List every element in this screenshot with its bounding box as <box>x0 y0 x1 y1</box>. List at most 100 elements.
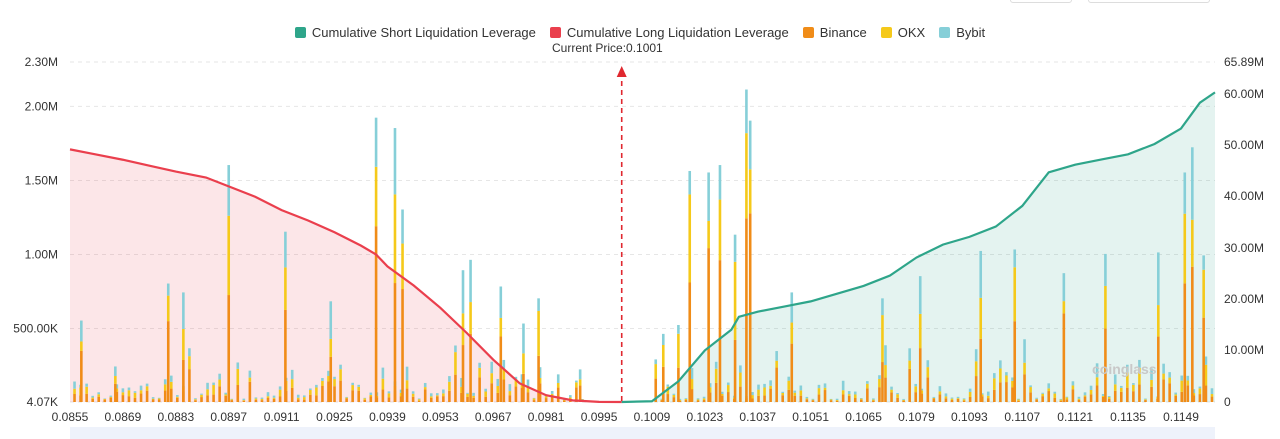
liquidation-bar-binance <box>1107 398 1111 402</box>
liquidation-bar-bybit <box>790 292 794 323</box>
liquidation-bar-bybit <box>1186 375 1190 381</box>
y-left-tick-label: 1.00M <box>25 248 58 262</box>
liquidation-bar-okx <box>823 387 827 391</box>
liquidation-bar-okx <box>979 297 983 339</box>
liquidation-bar-okx <box>454 352 457 375</box>
liquidation-bar-okx <box>1174 394 1177 396</box>
liquidation-bar-okx <box>85 386 88 394</box>
liquidation-bar-bybit <box>218 373 221 380</box>
liquidation-bar-okx <box>339 369 342 381</box>
liquidation-bar-binance <box>781 395 784 402</box>
liquidation-bar-binance <box>218 386 221 402</box>
liquidation-bar-okx <box>227 215 231 296</box>
liquidation-bar-okx <box>835 400 839 401</box>
liquidation-bar-okx <box>266 396 270 398</box>
liquidation-bar-binance <box>200 397 203 402</box>
liquidation-bar-bybit <box>678 398 682 400</box>
liquidation-bar-binance <box>466 396 469 402</box>
liquidation-bar-okx <box>841 390 845 395</box>
liquidation-bar-okx <box>315 387 318 396</box>
legend-item-long[interactable]: Cumulative Long Liquidation Leverage <box>549 22 789 42</box>
liquidation-bar-okx <box>363 398 367 400</box>
liquidation-bar-okx <box>91 397 94 399</box>
liquidation-bar-okx <box>442 393 445 397</box>
liquidation-bar-binance <box>859 399 863 402</box>
liquidation-bar-binance <box>920 393 924 402</box>
liquidation-bar-binance <box>720 395 724 402</box>
liquidation-bar-okx <box>956 398 960 399</box>
liquidation-bar-binance <box>950 399 954 402</box>
x-tick-label: 0.1037 <box>739 410 776 424</box>
liquidation-bar-binance <box>454 374 457 402</box>
liquidation-bar-binance <box>878 387 881 402</box>
liquidation-bar-bybit <box>835 398 839 401</box>
liquidation-bar-binance <box>423 389 427 402</box>
x-axis-scroll-track[interactable] <box>70 427 1215 439</box>
liquidation-bar-binance <box>677 367 680 402</box>
liquidation-bar-bybit <box>188 348 191 357</box>
liquidation-bar-okx <box>986 395 990 399</box>
liquidation-bar-binance <box>986 398 990 402</box>
liquidation-bar-binance <box>853 398 857 402</box>
liquidation-bar-binance <box>1053 397 1057 402</box>
liquidation-bar-okx <box>1191 219 1194 267</box>
liquidation-bar-bybit <box>853 391 857 395</box>
liquidation-bar-bybit <box>1104 253 1107 286</box>
liquidation-bar-okx <box>751 395 754 399</box>
liquidation-bar-binance <box>1065 399 1069 402</box>
x-tick-label: 0.1121 <box>1057 410 1093 424</box>
liquidation-bar-binance <box>166 321 170 402</box>
liquidation-bar-bybit <box>200 393 203 395</box>
liquidation-bar-bybit <box>733 234 737 262</box>
liquidation-bar-bybit <box>514 376 518 380</box>
liquidation-bar-okx <box>578 379 582 386</box>
liquidation-bar-okx <box>176 396 179 398</box>
liquidation-bar-bybit <box>1183 172 1187 214</box>
liquidation-bar-bybit <box>1138 359 1141 368</box>
liquidation-bar-binance <box>429 397 433 402</box>
legend-item-okx[interactable]: OKX <box>880 22 925 42</box>
liquidation-bar-binance <box>866 388 869 402</box>
x-tick-label: 0.1079 <box>898 410 935 424</box>
legend-item-bybit[interactable]: Bybit <box>939 22 985 42</box>
liquidation-bar-okx <box>1183 213 1187 284</box>
liquidation-bar-binance <box>751 398 754 402</box>
liquidation-bar-okx <box>478 367 481 378</box>
liquidation-bar-bybit <box>272 395 276 398</box>
liquidation-bar-bybit <box>1113 374 1117 385</box>
liquidation-bar-okx <box>1077 398 1081 400</box>
top-control-left[interactable] <box>1010 0 1072 3</box>
liquidation-bar-binance <box>1150 386 1153 402</box>
liquidation-bar-bybit <box>496 378 500 387</box>
liquidation-bar-binance <box>932 398 936 402</box>
liquidation-bar-okx <box>374 166 378 227</box>
liquidation-bar-bybit <box>1107 396 1111 398</box>
liquidation-bar-binance <box>278 396 282 402</box>
liquidation-bar-binance <box>374 226 378 402</box>
liquidation-bar-okx <box>745 133 748 219</box>
liquidation-bar-okx <box>550 393 554 396</box>
liquidation-bar-binance <box>309 394 312 402</box>
liquidation-bar-bybit <box>73 381 76 389</box>
liquidation-bar-binance <box>442 396 445 402</box>
liquidation-bar-binance <box>841 394 845 402</box>
liquidation-bar-okx <box>351 385 354 391</box>
liquidation-bar-binance <box>999 382 1002 402</box>
liquidation-bar-bybit <box>1053 391 1057 394</box>
liquidation-bar-okx <box>272 397 276 399</box>
liquidation-bar-okx <box>115 388 119 392</box>
top-control-right[interactable] <box>1088 0 1210 3</box>
liquidation-bar-bybit <box>881 298 884 316</box>
liquidation-bar-okx <box>1029 387 1032 393</box>
liquidation-bar-binance <box>401 289 404 402</box>
liquidation-bar-binance <box>702 399 706 402</box>
liquidation-bar-bybit <box>1202 255 1205 270</box>
liquidation-bar-binance <box>890 392 893 402</box>
legend-item-binance[interactable]: Binance <box>802 22 867 42</box>
liquidation-bar-bybit <box>254 397 258 399</box>
liquidation-bar-bybit <box>890 386 893 390</box>
legend-item-short[interactable]: Cumulative Short Liquidation Leverage <box>294 22 536 42</box>
liquidation-bar-bybit <box>672 393 676 395</box>
liquidation-bar-okx <box>1089 389 1093 395</box>
liquidation-bar-okx <box>254 398 258 400</box>
